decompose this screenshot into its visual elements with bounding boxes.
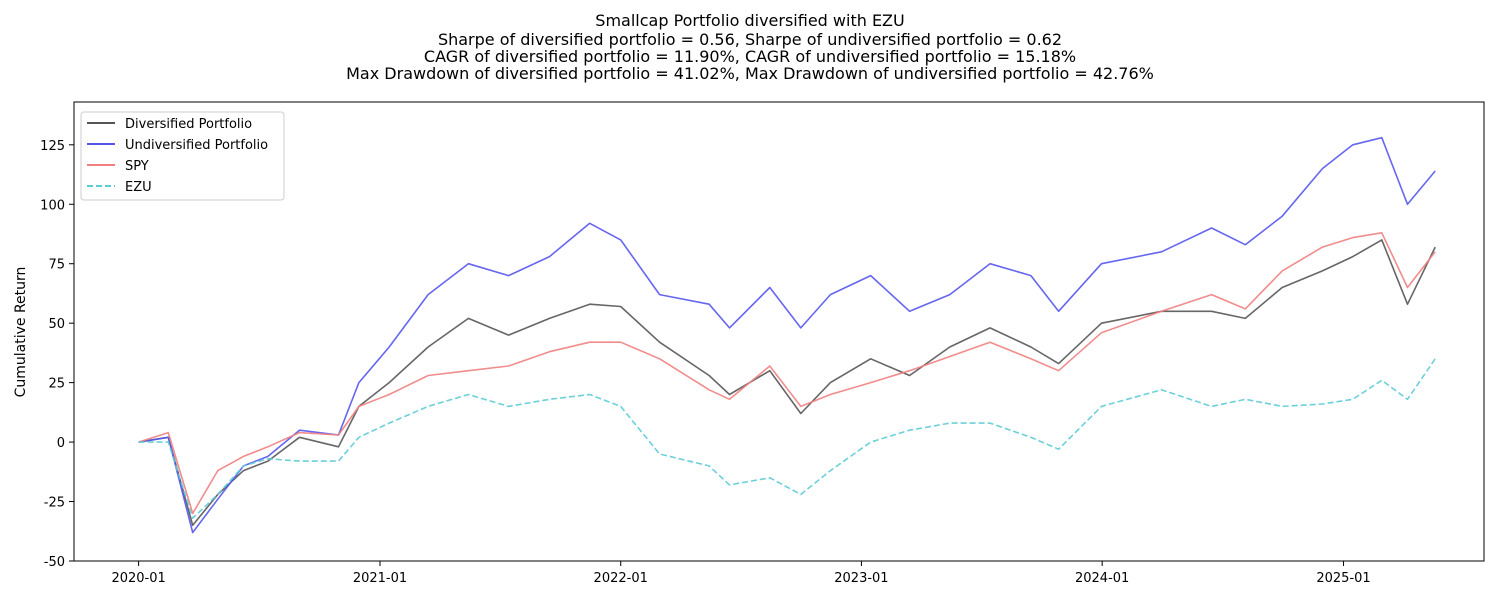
y-tick-label: 75: [48, 258, 65, 273]
series-line-ezu: [138, 358, 1436, 520]
x-axis: 2020-01 2021-01 2022-01 2023-01 2024-01 2025-…: [111, 561, 1371, 586]
x-tick-label: 2021-01: [353, 571, 407, 586]
y-tick-label: 50: [48, 317, 65, 332]
legend-label-diversified-portfolio: Diversified Portfolio: [125, 117, 252, 132]
legend-box: [80, 111, 285, 201]
x-tick-label: 2024-01: [1075, 571, 1129, 586]
legend-label-undiversified-portfolio: Undiversified Portfolio: [125, 138, 268, 153]
y-axis: -50 -25 0 25 50 75 100 125: [40, 139, 74, 570]
y-tick-label: 25: [48, 377, 65, 392]
series-lines: [138, 136, 1436, 534]
chart-subtitle-cagr: CAGR of diversified portfolio = 11.90%, …: [423, 47, 1077, 66]
x-tick-label: 2020-01: [111, 571, 165, 586]
series-line-diversified-portfolio: [138, 239, 1436, 527]
x-tick-label: 2023-01: [834, 571, 888, 586]
series-line-spy: [138, 232, 1436, 515]
legend-label-spy: SPY: [125, 159, 149, 174]
chart-title: Smallcap Portfolio diversified with EZU: [595, 11, 905, 30]
y-tick-label: 0: [57, 436, 65, 451]
chart-subtitle-drawdown: Max Drawdown of diversified portfolio = …: [346, 64, 1154, 83]
y-axis-label: Cumulative Return: [13, 267, 29, 398]
chart-subtitle-sharpe: Sharpe of diversified portfolio = 0.56, …: [437, 30, 1063, 49]
y-tick-label: 125: [40, 139, 65, 154]
plot-frame: [73, 101, 1485, 562]
series-line-undiversified-portfolio: [138, 136, 1436, 534]
y-tick-label: -50: [44, 555, 65, 570]
legend-label-ezu: EZU: [125, 180, 152, 195]
x-tick-label: 2025-01: [1316, 571, 1370, 586]
y-tick-label: -25: [44, 496, 65, 511]
y-tick-label: 100: [40, 198, 65, 213]
legend: Diversified Portfolio Undiversified Portf…: [80, 111, 285, 201]
x-tick-label: 2022-01: [594, 571, 648, 586]
